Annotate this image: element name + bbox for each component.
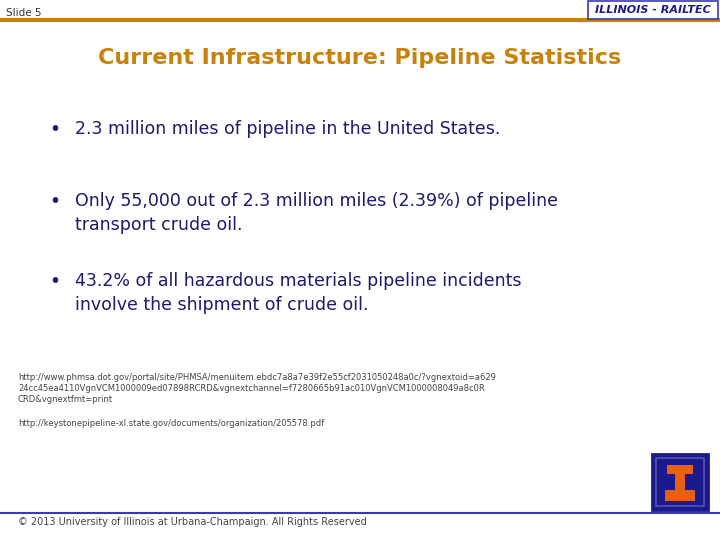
FancyBboxPatch shape — [588, 1, 718, 19]
Text: •: • — [50, 120, 60, 139]
Text: Current Infrastructure: Pipeline Statistics: Current Infrastructure: Pipeline Statist… — [99, 48, 621, 68]
FancyBboxPatch shape — [652, 454, 708, 510]
FancyBboxPatch shape — [667, 465, 693, 474]
FancyBboxPatch shape — [665, 490, 695, 501]
Text: http://keystonepipeline-xl.state.gov/documents/organization/205578.pdf: http://keystonepipeline-xl.state.gov/doc… — [18, 419, 324, 428]
Text: http://www.phmsa.dot.gov/portal/site/PHMSA/menuitem.ebdc7a8a7e39f2e55cf203105024: http://www.phmsa.dot.gov/portal/site/PHM… — [18, 373, 496, 404]
Text: 43.2% of all hazardous materials pipeline incidents
involve the shipment of crud: 43.2% of all hazardous materials pipelin… — [75, 272, 521, 314]
FancyBboxPatch shape — [675, 472, 685, 490]
Text: •: • — [50, 272, 60, 291]
Text: 2.3 million miles of pipeline in the United States.: 2.3 million miles of pipeline in the Uni… — [75, 120, 500, 138]
Text: Only 55,000 out of 2.3 million miles (2.39%) of pipeline
transport crude oil.: Only 55,000 out of 2.3 million miles (2.… — [75, 192, 558, 234]
Text: •: • — [50, 192, 60, 211]
Text: © 2013 University of Illinois at Urbana-Champaign. All Rights Reserved: © 2013 University of Illinois at Urbana-… — [18, 517, 366, 527]
Text: Slide 5: Slide 5 — [6, 8, 42, 18]
Text: ILLINOIS - RAILTEC: ILLINOIS - RAILTEC — [595, 5, 711, 15]
